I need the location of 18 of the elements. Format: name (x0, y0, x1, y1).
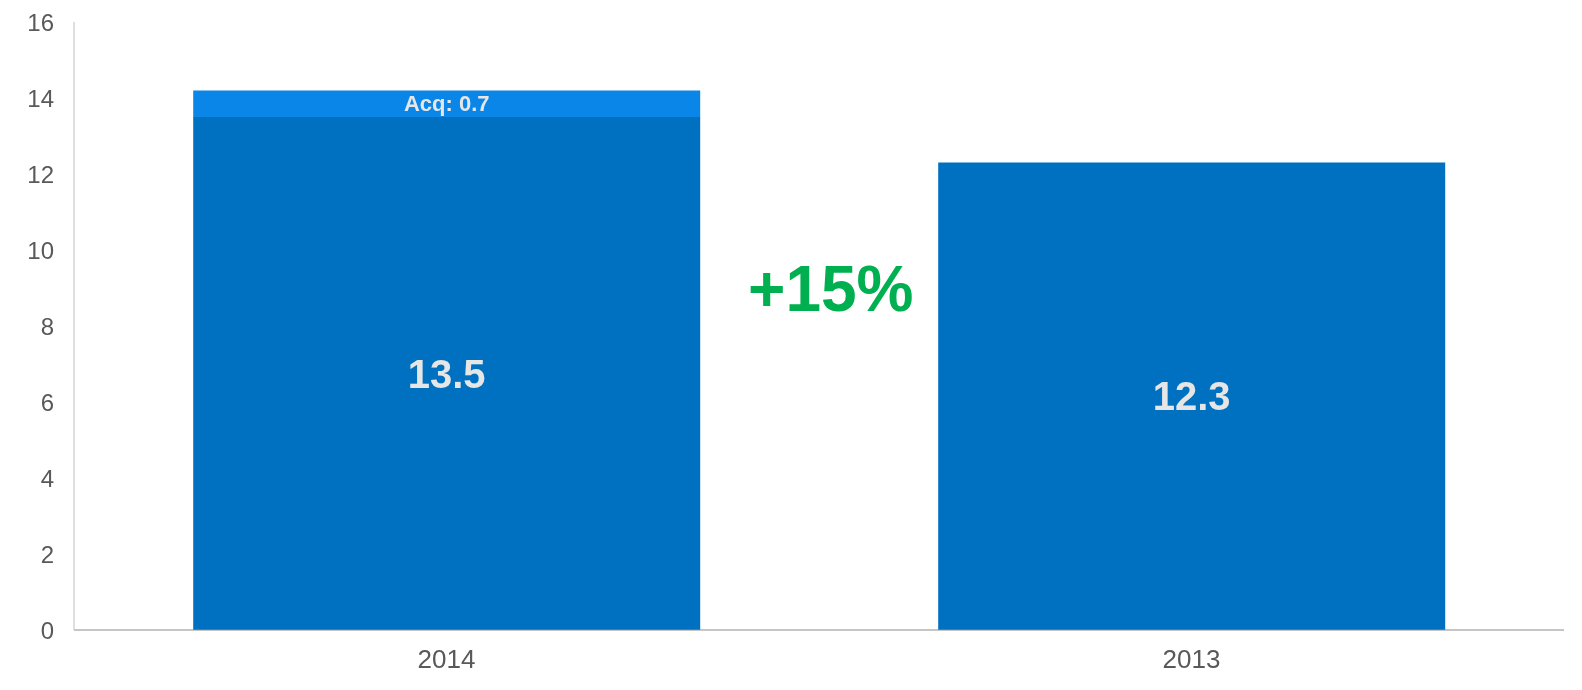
data-label: 12.3 (1152, 374, 1231, 419)
y-tick-label: 14 (27, 84, 54, 112)
x-tick-label: 2013 (1162, 644, 1221, 675)
bar (193, 117, 701, 630)
y-tick-label: 12 (27, 160, 54, 188)
y-tick-label: 2 (40, 540, 54, 568)
bar (938, 162, 1446, 630)
annotation: +15% (748, 253, 914, 325)
data-label: 13.5 (407, 351, 486, 396)
x-tick-label: 2014 (417, 644, 476, 675)
y-tick-label: 10 (27, 236, 54, 264)
bar (193, 90, 701, 117)
y-tick-label: 8 (40, 312, 54, 340)
y-tick-label: 0 (40, 616, 54, 644)
y-tick-label: 4 (40, 464, 54, 492)
data-label: Acq: 0.7 (403, 90, 490, 116)
y-tick-label: 16 (27, 8, 54, 36)
y-tick-label: 6 (40, 388, 54, 416)
